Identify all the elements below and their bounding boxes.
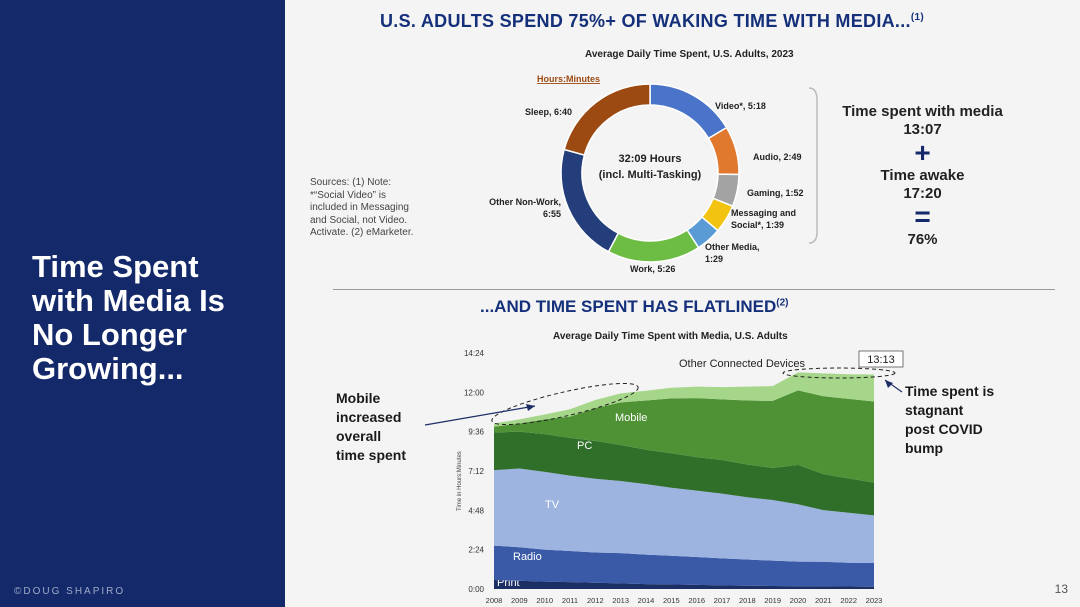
y-tick-label: 4:48 (468, 506, 484, 515)
page-number: 13 (1054, 582, 1068, 596)
area-series (494, 545, 874, 587)
donut-slice-label: Messaging and Social*, 1:39 (731, 208, 796, 230)
slide-content: U.S. ADULTS SPEND 75%+ OF WAKING TIME WI… (285, 0, 1080, 607)
donut-center-note: (incl. Multi-Tasking) (599, 169, 702, 181)
area-chart-title: Average Daily Time Spent with Media, U.S… (553, 331, 788, 342)
donut-slice-label: Other Media, 1:29 (705, 242, 760, 264)
donut-slice-label: Audio, 2:49 (753, 152, 802, 162)
x-tick-label: 2017 (714, 596, 731, 605)
donut-slice-label: Work, 5:26 (630, 264, 675, 274)
headline: U.S. ADULTS SPEND 75%+ OF WAKING TIME WI… (380, 11, 924, 31)
area-series (494, 390, 874, 483)
x-tick-label: 2008 (486, 596, 503, 605)
area-series (494, 468, 874, 563)
y-tick-label: 9:36 (468, 428, 484, 437)
plus-icon: + (914, 137, 931, 168)
media-summary: Time spent with media 13:07 + Time awake… (830, 103, 1015, 249)
donut-chart: Video*, 5:18 Audio, 2:49 Gaming, 1:52 Messa… (489, 74, 818, 274)
series-label: Mobile (615, 412, 647, 424)
mobile-highlight-oval (491, 382, 639, 426)
sources-note: Sources: (1) Note: *“Social Video” is in… (310, 177, 414, 238)
left-annotation: Mobile increased overall time spent (336, 390, 406, 463)
x-tick-label: 2023 (866, 596, 883, 605)
y-tick-label: 7:12 (468, 467, 484, 476)
series-label: TV (545, 499, 560, 511)
donut-center-total: 32:09 Hours (619, 153, 682, 165)
x-tick-label: 2019 (764, 596, 781, 605)
author-credit: ©DOUG SHAPIRO (14, 586, 126, 597)
left-arrow-line (424, 405, 536, 426)
area-series (494, 431, 874, 516)
y-tick-label: 12:00 (464, 388, 485, 397)
section-divider (333, 289, 1055, 290)
post-covid-highlight-oval (782, 367, 896, 379)
awake-label: Time awake (880, 167, 965, 184)
equals-icon: = (914, 201, 931, 232)
series-label: PC (577, 440, 592, 452)
x-tick-label: 2013 (612, 596, 629, 605)
donut-slice (563, 83, 651, 156)
area-series (494, 372, 874, 427)
x-tick-label: 2021 (815, 596, 832, 605)
left-arrow-head (526, 404, 535, 411)
x-tick-label: 2016 (688, 596, 705, 605)
media-summary-label: Time spent with media (842, 103, 1003, 120)
x-tick-label: 2015 (663, 596, 680, 605)
section2-title: ...AND TIME SPENT HAS FLATLINED(2) (480, 297, 789, 316)
x-tick-label: 2020 (790, 596, 807, 605)
donut-slice-label: Video*, 5:18 (715, 101, 766, 111)
donut-slice-label: Other Non-Work, 6:55 (489, 197, 561, 219)
series-label: Other Connected Devices (679, 358, 805, 370)
media-time-value: 13:07 (903, 121, 942, 138)
y-tick-label: 2:24 (468, 546, 484, 555)
x-tick-label: 2010 (536, 596, 553, 605)
series-label: Radio (513, 551, 542, 563)
awake-time-value: 17:20 (903, 185, 942, 202)
y-tick-label: 0:00 (468, 585, 484, 594)
donut-slice-label: Sleep, 6:40 (525, 107, 572, 117)
x-tick-label: 2009 (511, 596, 528, 605)
y-tick-label: 14:24 (464, 349, 485, 358)
peak-value-box (858, 350, 904, 368)
donut-chart-title: Average Daily Time Spent, U.S. Adults, 2… (585, 49, 794, 60)
x-tick-label: 2011 (562, 596, 578, 605)
right-arrow-head (885, 380, 893, 388)
peak-value-label: 13:13 (867, 354, 895, 366)
x-tick-label: 2014 (638, 596, 655, 605)
sidebar-title: Time Spent with Media Is No Longer Growi… (32, 249, 225, 386)
x-tick-label: 2012 (587, 596, 604, 605)
right-annotation: Time spent is stagnant post COVID bump (905, 383, 994, 456)
area-chart: 0:00 2:24 4:48 7:12 9:36 12:00 14:24 Time in Ho… (336, 349, 994, 605)
sidebar: Time Spent with Media Is No Longer Growi… (0, 0, 285, 607)
donut-unit-label: Hours:Minutes (537, 74, 600, 84)
y-axis-label: Time in Hours:Minutes (457, 451, 463, 511)
x-tick-label: 2022 (840, 596, 857, 605)
x-tick-label: 2018 (739, 596, 756, 605)
area-series (494, 579, 874, 589)
donut-slice-label: Gaming, 1:52 (747, 188, 804, 198)
media-share-result: 76% (907, 231, 938, 248)
media-bracket (808, 87, 818, 244)
